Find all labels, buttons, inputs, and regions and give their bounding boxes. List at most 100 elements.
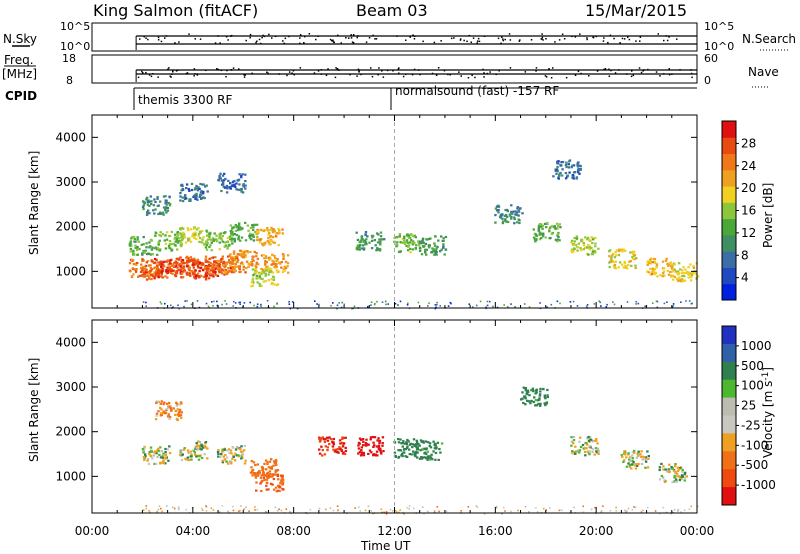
strip-dot	[225, 75, 227, 78]
ground-scatter-cell	[450, 302, 452, 305]
data-cell	[578, 172, 581, 175]
data-cell	[157, 212, 160, 216]
data-cell	[217, 179, 220, 182]
data-cell	[173, 243, 177, 246]
data-cell	[582, 244, 586, 247]
data-cell	[358, 450, 362, 454]
data-cell	[278, 484, 281, 487]
data-cell	[258, 284, 262, 287]
data-cell	[433, 253, 436, 256]
data-cell	[416, 446, 419, 449]
ground-scatter-cell	[376, 300, 378, 303]
data-cell	[188, 198, 191, 201]
data-cell	[372, 441, 375, 444]
data-cell	[185, 256, 188, 259]
data-cell	[134, 270, 138, 273]
data-cell	[252, 274, 255, 277]
data-cell	[540, 237, 543, 240]
data-cell	[628, 460, 631, 463]
data-cell	[550, 225, 554, 228]
ground-scatter-cell	[397, 304, 399, 306]
data-cell	[256, 257, 260, 260]
data-cell	[128, 262, 132, 265]
data-cell	[538, 393, 542, 396]
ground-scatter-cell	[186, 300, 188, 302]
strip-dot	[232, 67, 235, 69]
data-cell	[404, 447, 407, 451]
data-cell	[378, 249, 382, 252]
data-cell	[206, 457, 209, 460]
data-cell	[524, 403, 527, 406]
data-cell	[168, 445, 171, 448]
data-cell	[278, 486, 281, 489]
data-cell	[275, 463, 278, 467]
data-cell	[180, 402, 183, 405]
data-cell	[255, 238, 259, 241]
data-cell	[248, 234, 251, 237]
data-cell	[649, 267, 652, 270]
data-cell	[662, 267, 666, 270]
data-cell	[594, 245, 597, 248]
data-cell	[156, 197, 159, 200]
data-cell	[156, 247, 160, 250]
data-cell	[572, 177, 575, 180]
data-cell	[545, 226, 548, 229]
y-tick-label: 2000	[55, 220, 86, 234]
data-cell	[572, 164, 576, 167]
data-cell	[379, 235, 383, 238]
data-cell	[256, 463, 260, 466]
ground-scatter-cell	[142, 509, 145, 511]
data-cell	[593, 250, 597, 253]
data-cell	[278, 229, 281, 232]
data-cell	[149, 446, 153, 449]
data-cell	[431, 458, 434, 461]
data-cell	[537, 224, 541, 227]
data-cell	[154, 200, 157, 204]
data-cell	[655, 263, 659, 266]
data-cell	[356, 244, 360, 247]
data-cell	[278, 489, 281, 493]
data-cell	[217, 449, 220, 452]
data-cell	[283, 269, 287, 272]
data-cell	[510, 204, 513, 207]
data-cell	[410, 453, 413, 456]
data-cell	[554, 169, 557, 172]
nsearch-label: N.Search	[742, 32, 796, 46]
strip-dot	[150, 75, 153, 78]
data-cell	[273, 488, 276, 491]
data-cell	[280, 480, 283, 483]
ground-scatter-cell	[169, 304, 172, 307]
strip-dot	[535, 67, 538, 69]
ground-scatter-cell	[256, 303, 259, 305]
data-cell	[558, 174, 561, 177]
ground-scatter-cell	[239, 509, 241, 512]
data-cell	[241, 173, 244, 176]
data-cell	[363, 243, 367, 246]
data-cell	[369, 436, 373, 439]
data-cell	[591, 242, 594, 245]
data-cell	[268, 243, 271, 246]
data-cell	[409, 233, 413, 236]
data-cell	[208, 257, 211, 260]
data-cell	[181, 259, 185, 262]
data-cell	[648, 260, 651, 263]
data-cell	[265, 488, 268, 491]
data-cell	[543, 396, 547, 399]
ground-scatter-cell	[602, 505, 604, 507]
data-cell	[552, 226, 556, 229]
data-cell	[176, 231, 179, 234]
data-cell	[204, 246, 208, 249]
data-cell	[411, 446, 414, 449]
data-cell	[242, 263, 245, 266]
data-cell	[133, 240, 136, 243]
data-cell	[262, 280, 266, 283]
data-cell	[154, 232, 158, 235]
data-cell	[166, 266, 169, 269]
data-cell	[269, 239, 272, 242]
data-cell	[244, 239, 248, 242]
ground-scatter-cell	[640, 511, 643, 513]
ground-scatter-cell	[318, 507, 321, 510]
data-cell	[571, 251, 574, 254]
strip-dot	[540, 38, 542, 40]
